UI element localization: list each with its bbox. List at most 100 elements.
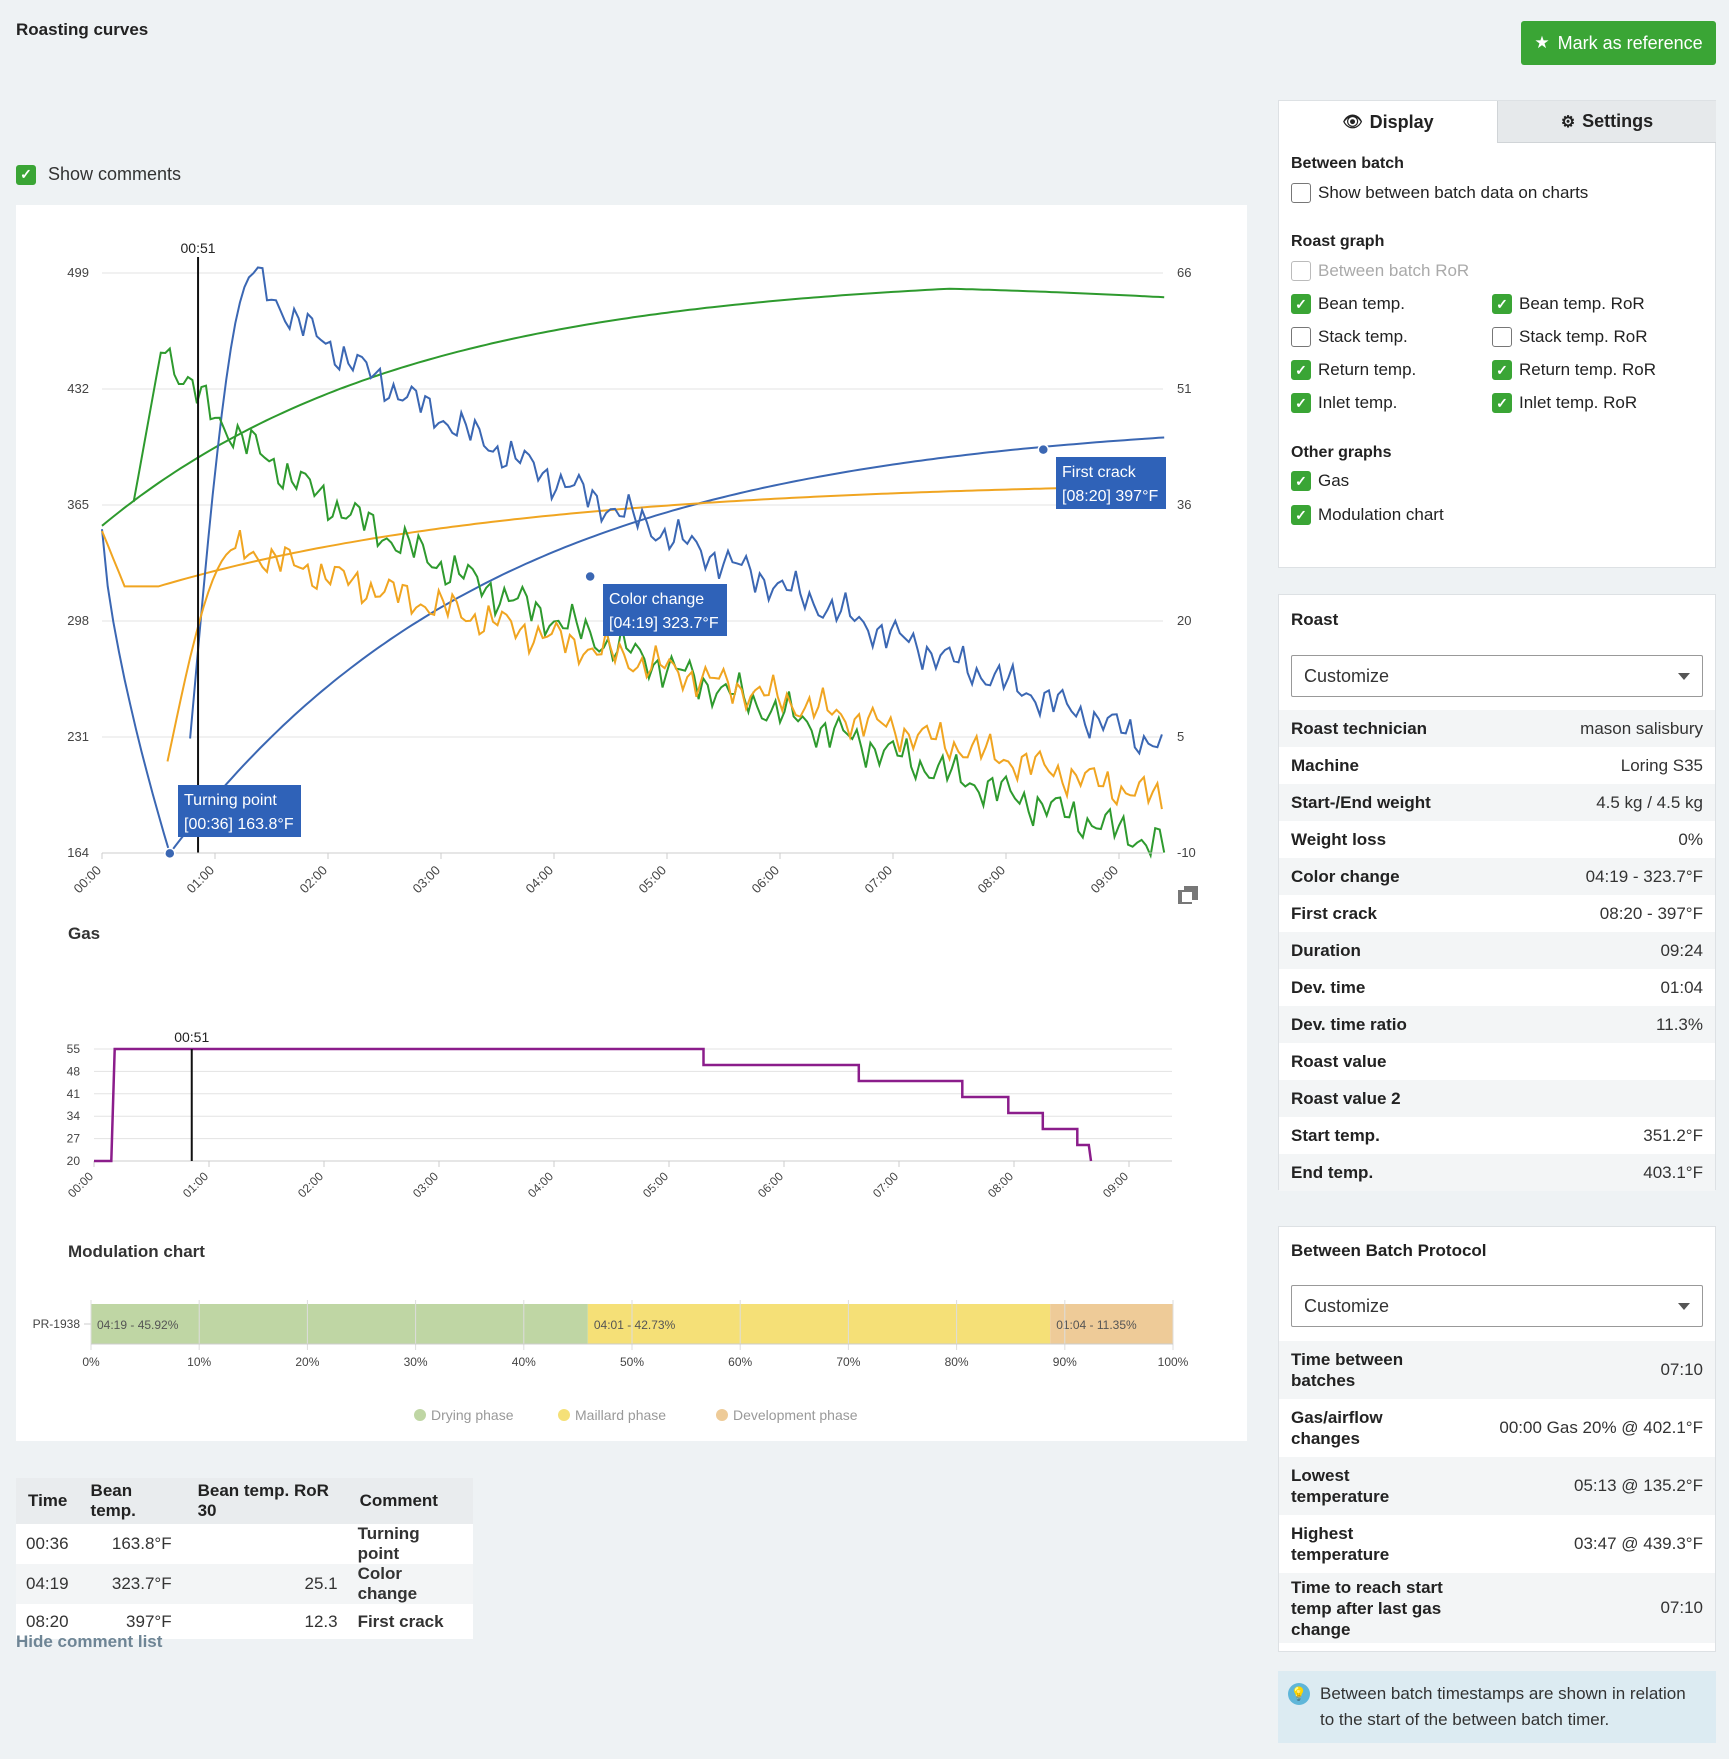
option-gas[interactable]: ✓ Gas [1291, 471, 1349, 491]
checkbox-checked-icon[interactable]: ✓ [1291, 505, 1311, 525]
bbp-value: 03:47 @ 439.3°F [1574, 1534, 1703, 1553]
left-axis-tick: 231 [67, 729, 89, 744]
show-comments-toggle[interactable]: ✓ Show comments [16, 164, 181, 185]
bbp-label: Lowest temperature [1291, 1466, 1390, 1506]
bbp-panel-title: Between Batch Protocol [1291, 1241, 1487, 1260]
legend-label: Development phase [733, 1407, 858, 1423]
cell-bean-ror [186, 1524, 348, 1564]
cell-bean-temp: 397°F [126, 1611, 172, 1631]
inlet-ror-line [132, 346, 1166, 859]
cursor-label: 00:51 [181, 240, 216, 256]
mod-x-tick: 20% [295, 1355, 319, 1369]
first-crack-marker [1037, 443, 1050, 456]
option-modulation-chart[interactable]: ✓ Modulation chart [1291, 505, 1444, 525]
roast-row: Dev. time 01:04 [1279, 969, 1715, 1006]
cell-comment: First crack [357, 1611, 444, 1631]
x-axis-tick: 03:00 [410, 863, 444, 897]
tab-display[interactable]: 👁 Display [1279, 101, 1497, 143]
checkbox-checked-icon[interactable]: ✓ [16, 164, 36, 185]
color-change-label-detail: [04:19] 323.7°F [609, 615, 719, 632]
mod-segment [587, 1304, 1051, 1344]
option-label: Gas [1318, 471, 1350, 490]
option-label: Bean temp. [1318, 294, 1405, 313]
right-axis-tick: 51 [1177, 381, 1191, 396]
option-show-between-batch[interactable]: Show between batch data on charts [1291, 183, 1588, 203]
option-stack-temp[interactable]: Stack temp. [1291, 327, 1408, 347]
gas-x-tick: 08:00 [985, 1169, 1016, 1200]
left-axis-tick: 164 [67, 845, 89, 860]
mark-as-reference-button[interactable]: ★ Mark as reference [1521, 21, 1716, 65]
first-crack-label-title: First crack [1062, 464, 1137, 481]
col-comment[interactable]: Comment [347, 1478, 473, 1524]
comment-table: Time Bean temp. Bean temp. RoR 30 Commen… [16, 1478, 473, 1639]
option-stack-temp-ror[interactable]: Stack temp. RoR [1492, 327, 1648, 347]
return-ror-line [166, 529, 1163, 810]
option-label: Stack temp. [1318, 327, 1408, 346]
gas-y-tick: 34 [67, 1109, 81, 1123]
between-batch-heading: Between batch [1291, 155, 1404, 172]
roast-row: Weight loss 0% [1279, 821, 1715, 858]
mod-x-tick: 90% [1053, 1355, 1077, 1369]
mod-x-tick: 60% [728, 1355, 752, 1369]
roast-row: First crack 08:20 - 397°F [1279, 895, 1715, 932]
bbp-row: Highest temperature 03:47 @ 439.3°F [1279, 1515, 1715, 1573]
option-label: Stack temp. RoR [1519, 327, 1648, 346]
gas-y-tick: 20 [67, 1154, 81, 1168]
bbp-value: 07:10 [1660, 1360, 1703, 1379]
checkbox-checked-icon[interactable]: ✓ [1291, 294, 1311, 314]
option-return-temp-ror[interactable]: ✓ Return temp. RoR [1492, 360, 1656, 380]
gas-x-tick: 07:00 [870, 1169, 901, 1200]
checkbox-checked-icon[interactable]: ✓ [1291, 393, 1311, 413]
option-bean-temp-ror[interactable]: ✓ Bean temp. RoR [1492, 294, 1645, 314]
gas-y-tick: 48 [67, 1064, 81, 1078]
option-inlet-temp-ror[interactable]: ✓ Inlet temp. RoR [1492, 393, 1637, 413]
roast-label: Color change [1291, 866, 1400, 886]
comment-table-header: Time Bean temp. Bean temp. RoR 30 Commen… [16, 1478, 473, 1524]
export-icon[interactable] [1178, 886, 1198, 904]
star-icon: ★ [1534, 33, 1550, 52]
roast-select[interactable]: Customize [1291, 655, 1703, 697]
option-inlet-temp[interactable]: ✓ Inlet temp. [1291, 393, 1397, 413]
tab-settings-label: Settings [1582, 111, 1654, 131]
gas-x-tick: 09:00 [1100, 1169, 1131, 1200]
tab-settings[interactable]: ⚙ Settings [1497, 101, 1716, 143]
roast-label: Start-/End weight [1291, 792, 1431, 812]
gas-x-tick: 04:00 [525, 1169, 556, 1200]
gas-line [94, 1047, 1093, 1163]
option-bean-temp[interactable]: ✓ Bean temp. [1291, 294, 1405, 314]
roast-label: First crack [1291, 903, 1377, 923]
option-label: Return temp. RoR [1519, 360, 1656, 379]
hide-comment-list-link[interactable]: Hide comment list [16, 1632, 163, 1651]
option-label: Modulation chart [1318, 505, 1444, 524]
table-row: 04:19 323.7°F 25.1 Color change [16, 1564, 473, 1604]
gas-chart-title: Gas [68, 924, 100, 943]
roast-value: 04:19 - 323.7°F [1585, 866, 1703, 886]
roast-label: Dev. time [1291, 977, 1366, 997]
left-axis-tick: 499 [67, 265, 89, 280]
checkbox-checked-icon[interactable]: ✓ [1492, 294, 1512, 314]
col-bean-temp[interactable]: Bean temp. [78, 1478, 186, 1524]
checkbox-checked-icon[interactable]: ✓ [1291, 471, 1311, 491]
mod-x-tick: 10% [187, 1355, 211, 1369]
option-return-temp[interactable]: ✓ Return temp. [1291, 360, 1416, 380]
gas-x-tick: 05:00 [640, 1169, 671, 1200]
checkbox-checked-icon[interactable]: ✓ [1492, 360, 1512, 380]
checkbox-checked-icon[interactable]: ✓ [1291, 360, 1311, 380]
checkbox-unchecked-icon[interactable] [1291, 327, 1311, 347]
checkbox-unchecked-icon[interactable] [1492, 327, 1512, 347]
modulation-chart-title: Modulation chart [68, 1242, 205, 1261]
bbp-select[interactable]: Customize [1291, 1285, 1703, 1327]
turning-point-label-box [178, 785, 301, 837]
option-label: Show between batch data on charts [1318, 183, 1589, 202]
bbp-row: Lowest temperature 05:13 @ 135.2°F [1279, 1457, 1715, 1515]
checkbox-unchecked-icon[interactable] [1291, 183, 1311, 203]
other-graphs-heading: Other graphs [1291, 444, 1392, 461]
col-time[interactable]: Time [16, 1478, 79, 1524]
gas-y-tick: 27 [67, 1132, 81, 1146]
col-bean-ror[interactable]: Bean temp. RoR 30 [185, 1478, 348, 1524]
first-crack-label-detail: [08:20] 397°F [1062, 488, 1158, 505]
checkbox-checked-icon[interactable]: ✓ [1492, 393, 1512, 413]
roast-label: Duration [1291, 940, 1361, 960]
x-axis-tick: 07:00 [862, 863, 896, 897]
roast-row: Roast value [1279, 1043, 1715, 1080]
